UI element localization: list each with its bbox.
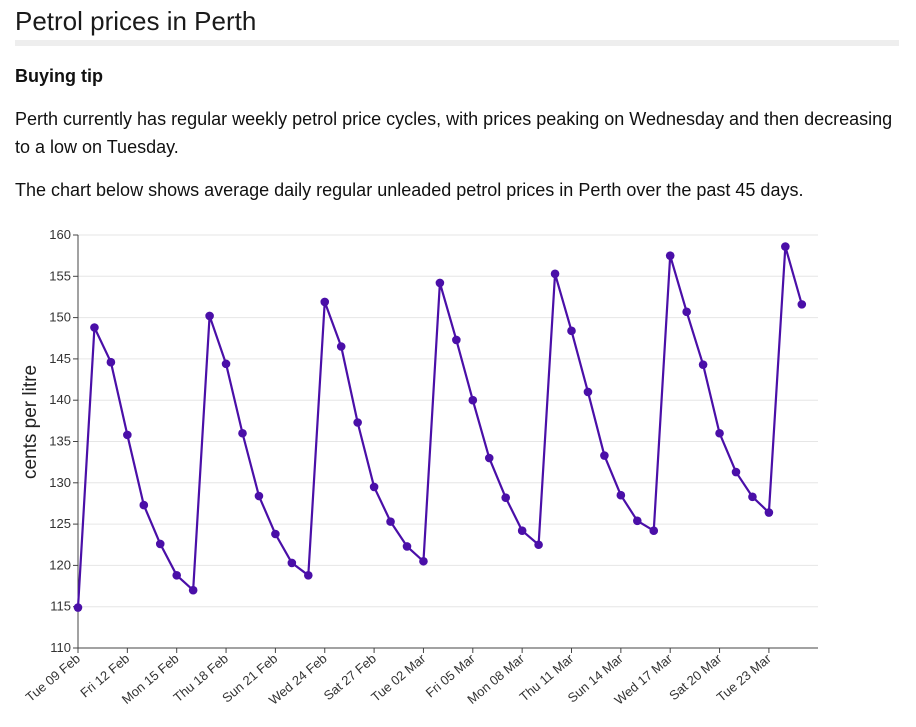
- price-point: [764, 508, 774, 517]
- price-point: [106, 357, 116, 367]
- price-point: [501, 493, 511, 502]
- y-tick-label: 140: [49, 392, 71, 407]
- price-point: [123, 430, 132, 440]
- price-point: [715, 428, 724, 438]
- x-tick-label: Tue 02 Mar: [368, 650, 429, 704]
- price-point: [205, 311, 214, 321]
- y-tick-label: 120: [49, 557, 71, 572]
- price-point: [698, 360, 708, 369]
- price-point: [238, 428, 247, 438]
- price-point: [336, 342, 346, 351]
- y-tick-label: 155: [49, 268, 71, 283]
- price-point: [271, 529, 280, 539]
- y-tick-label: 125: [49, 516, 71, 531]
- y-tick-label: 145: [49, 351, 71, 366]
- price-point: [534, 540, 543, 550]
- price-point: [517, 526, 527, 536]
- price-point: [369, 482, 379, 492]
- price-point: [600, 451, 609, 460]
- price-point: [616, 490, 626, 500]
- price-point: [90, 323, 99, 332]
- y-axis-ticks: 110 115 120 125 130 135 140 145 150 155 160: [49, 227, 78, 655]
- price-point: [781, 242, 790, 251]
- price-point: [633, 516, 642, 526]
- price-point: [353, 418, 362, 427]
- chart-description: The chart below shows average daily regu…: [15, 180, 804, 200]
- x-tick-label: Tue 23 Mar: [714, 650, 775, 704]
- price-point: [402, 542, 412, 551]
- price-point: [649, 526, 659, 536]
- price-line: [76, 245, 803, 608]
- y-tick-label: 150: [49, 310, 71, 325]
- price-point: [550, 269, 560, 279]
- price-point: [682, 307, 691, 317]
- price-point: [304, 571, 313, 580]
- price-point: [287, 558, 297, 568]
- price-point: [172, 571, 181, 580]
- price-series: [73, 242, 807, 612]
- price-point: [731, 467, 741, 477]
- price-point: [419, 556, 428, 566]
- buying-tip-text: Perth currently has regular weekly petro…: [15, 109, 893, 157]
- chart-grid: [78, 234, 818, 608]
- buying-tip-heading: Buying tip: [15, 66, 103, 86]
- y-axis-label: cents per litre: [20, 365, 41, 479]
- price-point: [188, 585, 198, 595]
- price-point: [748, 492, 757, 502]
- price-point: [468, 395, 478, 405]
- price-point: [665, 251, 675, 260]
- price-point: [386, 517, 395, 526]
- price-point: [254, 491, 264, 501]
- price-point: [583, 387, 593, 397]
- y-tick-label: 115: [50, 599, 71, 614]
- price-point: [139, 500, 149, 510]
- price-point: [320, 297, 330, 307]
- price-point: [567, 326, 576, 336]
- price-point: [435, 278, 445, 288]
- price-point: [484, 453, 494, 463]
- page-title: Petrol prices in Perth: [15, 6, 257, 36]
- price-point: [452, 335, 461, 345]
- y-tick-label: 160: [49, 227, 71, 242]
- y-tick-label: 130: [49, 475, 71, 490]
- x-tick-label: Tue 09 Feb: [23, 651, 83, 705]
- y-tick-label: 110: [50, 640, 71, 655]
- petrol-price-chart: 110 115 120 125 130 135 140 145 150 155 160 Tue 09…: [20, 227, 818, 708]
- price-point: [797, 300, 807, 309]
- price-point: [221, 359, 231, 369]
- title-divider: [15, 40, 899, 46]
- price-point: [73, 603, 83, 612]
- price-point: [155, 539, 165, 549]
- y-tick-label: 135: [49, 434, 71, 449]
